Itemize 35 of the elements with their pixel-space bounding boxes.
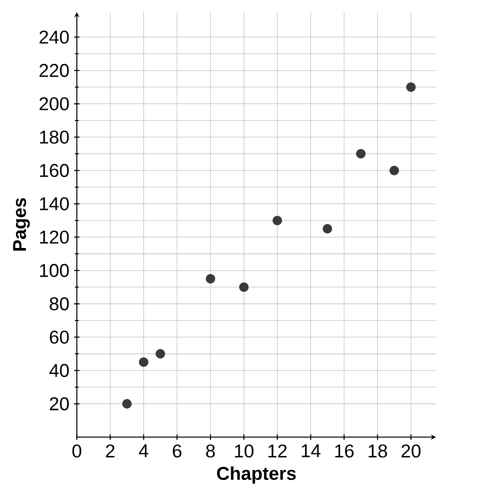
y-tick-label: 40 <box>49 364 69 378</box>
x-tick-label: 0 <box>72 444 82 458</box>
point <box>138 357 148 367</box>
x-tick-label: 2 <box>106 444 114 458</box>
y-tick-label: 100 <box>40 264 69 278</box>
x-tick-label: 20 <box>401 444 420 458</box>
point <box>272 216 282 226</box>
x-tick-label: 6 <box>172 444 182 458</box>
y-tick-label: 240 <box>39 30 69 44</box>
x-tick-label: 14 <box>302 444 320 458</box>
y-axis-title: Pages <box>12 198 30 251</box>
y-tick-label: 220 <box>39 64 69 78</box>
y-tick-label: 60 <box>50 330 69 344</box>
point <box>238 282 248 292</box>
y-tick-label: 200 <box>39 97 69 110</box>
y-tick-label: 160 <box>40 164 69 178</box>
y-tick-label: 80 <box>50 297 69 310</box>
point <box>406 82 416 92</box>
x-tick-label: 10 <box>234 444 254 458</box>
point <box>389 166 399 176</box>
point <box>122 399 132 409</box>
y-tick-label: 20 <box>50 397 69 410</box>
y-tick-label: 140 <box>40 197 69 210</box>
y-tick-label: 180 <box>40 130 69 144</box>
x-tick-label: 12 <box>268 444 286 458</box>
x-tick-label: 16 <box>335 444 354 458</box>
point <box>356 149 366 159</box>
x-axis-title: Chapters <box>216 466 296 484</box>
point <box>322 224 332 234</box>
y-tick-label: 120 <box>40 230 69 244</box>
x-tick-label: 4 <box>138 444 148 458</box>
point <box>206 274 216 284</box>
point <box>155 349 165 359</box>
x-tick-label: 18 <box>368 444 387 458</box>
x-tick-label: 8 <box>206 444 215 458</box>
